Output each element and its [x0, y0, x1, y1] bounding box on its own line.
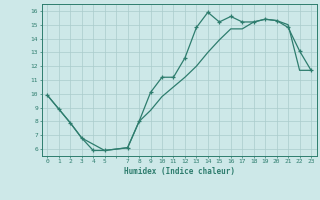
X-axis label: Humidex (Indice chaleur): Humidex (Indice chaleur): [124, 167, 235, 176]
